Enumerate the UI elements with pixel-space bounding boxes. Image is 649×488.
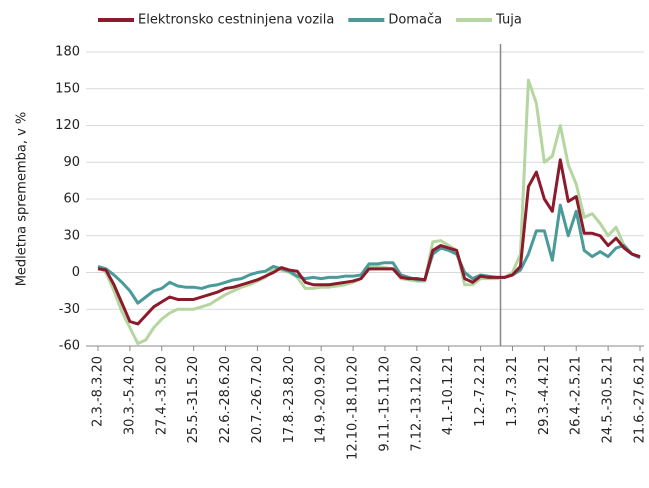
x-tick-label: 25.5.-31.5.20 xyxy=(186,356,201,443)
y-tick-label: 90 xyxy=(63,155,80,170)
y-tick-label: -60 xyxy=(59,339,80,354)
y-tick-label: 150 xyxy=(55,81,80,96)
y-tick-label: -30 xyxy=(59,302,80,317)
y-tick-label: 60 xyxy=(63,192,80,207)
x-tick-label: 20.7.-26.7.20 xyxy=(250,356,265,443)
x-tick-label: 27.4.-3.5.20 xyxy=(154,356,169,435)
y-axis-label: Medletna sprememba, v % xyxy=(15,112,30,287)
y-tick-label: 120 xyxy=(55,118,80,133)
x-tick-label: 24.5.-30.5.21 xyxy=(601,356,616,443)
y-tick-label: 180 xyxy=(55,45,80,60)
x-tick-label: 1.2.-7.2.21 xyxy=(473,356,488,427)
y-tick-label: 30 xyxy=(63,228,80,243)
legend-label: Elektronsko cestninjena vozila xyxy=(138,13,334,28)
x-tick-label: 26.4.-2.5.21 xyxy=(569,356,584,435)
x-tick-label: 1.3.-7.3.21 xyxy=(505,356,520,427)
series-line xyxy=(97,203,641,305)
x-tick-label: 4.1.-10.1.21 xyxy=(441,356,456,435)
x-tick-label: 22.6.-28.6.20 xyxy=(218,356,233,443)
x-tick-label: 21.6.-27.6.21 xyxy=(633,356,648,443)
x-tick-label: 2.3.-8.3.20 xyxy=(91,356,106,427)
legend-label: Domača xyxy=(388,13,442,28)
x-tick-label: 30.3.-5.4.20 xyxy=(122,356,137,435)
x-tick-label: 29.3.-4.4.21 xyxy=(537,356,552,435)
y-tick-label: 0 xyxy=(72,265,80,280)
x-tick-label: 14.9.-20.9.20 xyxy=(314,356,329,443)
series-line xyxy=(97,158,641,326)
x-tick-label: 17.8.-23.8.20 xyxy=(282,356,297,443)
x-tick-label: 7.12.-13.12.20 xyxy=(409,356,424,452)
x-tick-label: 9.11.-15.11.20 xyxy=(377,356,392,452)
x-tick-label: 12.10.-18.10.20 xyxy=(346,356,361,460)
legend-label: Tuja xyxy=(495,13,522,28)
